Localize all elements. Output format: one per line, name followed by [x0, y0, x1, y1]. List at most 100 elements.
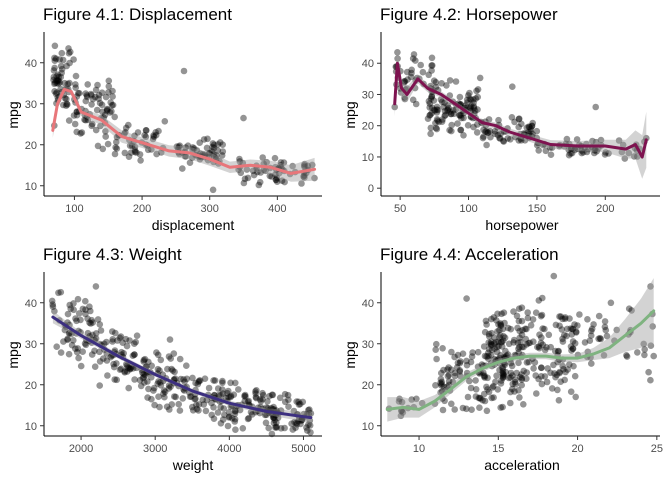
- data-point: [623, 352, 630, 359]
- data-point: [625, 149, 633, 157]
- data-point: [596, 334, 604, 342]
- data-point: [176, 407, 184, 414]
- data-point: [247, 408, 255, 416]
- data-point: [491, 334, 498, 341]
- data-point: [561, 376, 568, 384]
- data-point: [427, 130, 434, 138]
- data-point: [92, 335, 100, 342]
- data-point: [495, 338, 502, 345]
- data-point: [602, 326, 610, 334]
- data-point: [452, 78, 460, 85]
- data-point: [473, 87, 480, 95]
- data-point: [607, 299, 615, 307]
- data-point: [488, 338, 495, 346]
- data-point: [543, 378, 551, 386]
- data-point: [527, 128, 534, 135]
- data-point: [432, 382, 439, 389]
- data-point: [588, 360, 595, 367]
- data-point: [516, 334, 523, 342]
- data-point: [547, 343, 554, 351]
- data-point: [98, 89, 106, 96]
- data-point: [525, 339, 532, 347]
- data-point: [567, 150, 574, 157]
- data-point: [109, 338, 116, 345]
- data-point: [573, 136, 581, 143]
- data-point: [195, 407, 202, 414]
- data-point: [532, 372, 539, 379]
- data-point: [165, 382, 173, 389]
- y-tick-label: 30: [362, 89, 374, 101]
- data-point: [293, 419, 300, 427]
- data-point: [419, 68, 427, 76]
- data-point: [309, 161, 316, 169]
- data-point: [498, 338, 505, 346]
- data-point: [245, 414, 253, 422]
- data-point: [535, 343, 543, 350]
- data-point: [456, 368, 464, 375]
- data-point: [488, 341, 496, 348]
- data-point: [142, 133, 150, 141]
- data-point: [131, 376, 138, 383]
- data-point: [391, 103, 399, 111]
- data-point: [73, 128, 80, 136]
- data-point: [523, 341, 530, 348]
- data-point: [593, 148, 600, 155]
- data-point: [236, 406, 244, 414]
- data-point: [490, 382, 497, 390]
- data-point: [298, 417, 305, 424]
- data-point: [75, 354, 82, 362]
- data-point: [88, 101, 95, 108]
- data-point: [514, 324, 521, 332]
- data-point: [433, 103, 441, 111]
- data-point: [483, 407, 491, 415]
- data-point: [556, 369, 563, 377]
- data-point: [82, 297, 89, 305]
- data-point: [123, 362, 131, 369]
- data-point: [142, 127, 150, 134]
- data-point: [578, 147, 585, 154]
- data-point: [483, 141, 490, 149]
- data-point: [498, 339, 505, 346]
- data-point: [556, 313, 563, 320]
- data-point: [495, 116, 502, 124]
- data-point: [537, 339, 545, 347]
- data-point: [457, 112, 465, 119]
- data-point: [149, 135, 157, 143]
- data-point: [441, 107, 449, 115]
- data-point: [137, 382, 145, 390]
- data-point: [413, 395, 420, 403]
- data-point: [107, 99, 114, 106]
- x-tick-label: 50: [394, 203, 406, 215]
- data-point: [145, 385, 152, 393]
- data-point: [189, 374, 196, 382]
- data-point: [641, 351, 648, 359]
- data-point: [466, 95, 474, 103]
- data-point: [133, 149, 140, 156]
- data-point: [433, 116, 441, 123]
- data-point: [488, 315, 495, 323]
- data-point: [99, 108, 106, 116]
- data-point: [196, 139, 203, 146]
- data-point: [72, 72, 80, 80]
- data-point: [301, 163, 308, 171]
- data-point: [60, 101, 67, 109]
- data-point: [502, 347, 509, 355]
- data-point: [494, 310, 501, 318]
- data-point: [569, 345, 577, 353]
- data-point: [211, 377, 219, 384]
- data-point: [498, 377, 505, 384]
- x-tick-label: 3000: [143, 443, 167, 455]
- data-point: [490, 394, 497, 401]
- data-point: [454, 120, 461, 127]
- data-point: [305, 421, 312, 429]
- data-point: [487, 342, 495, 349]
- data-point: [508, 362, 516, 370]
- data-point: [446, 92, 454, 99]
- data-point: [470, 103, 478, 110]
- data-point: [515, 387, 522, 394]
- data-point: [444, 383, 451, 391]
- data-point: [569, 338, 577, 345]
- data-point: [140, 358, 147, 365]
- data-point: [647, 342, 655, 350]
